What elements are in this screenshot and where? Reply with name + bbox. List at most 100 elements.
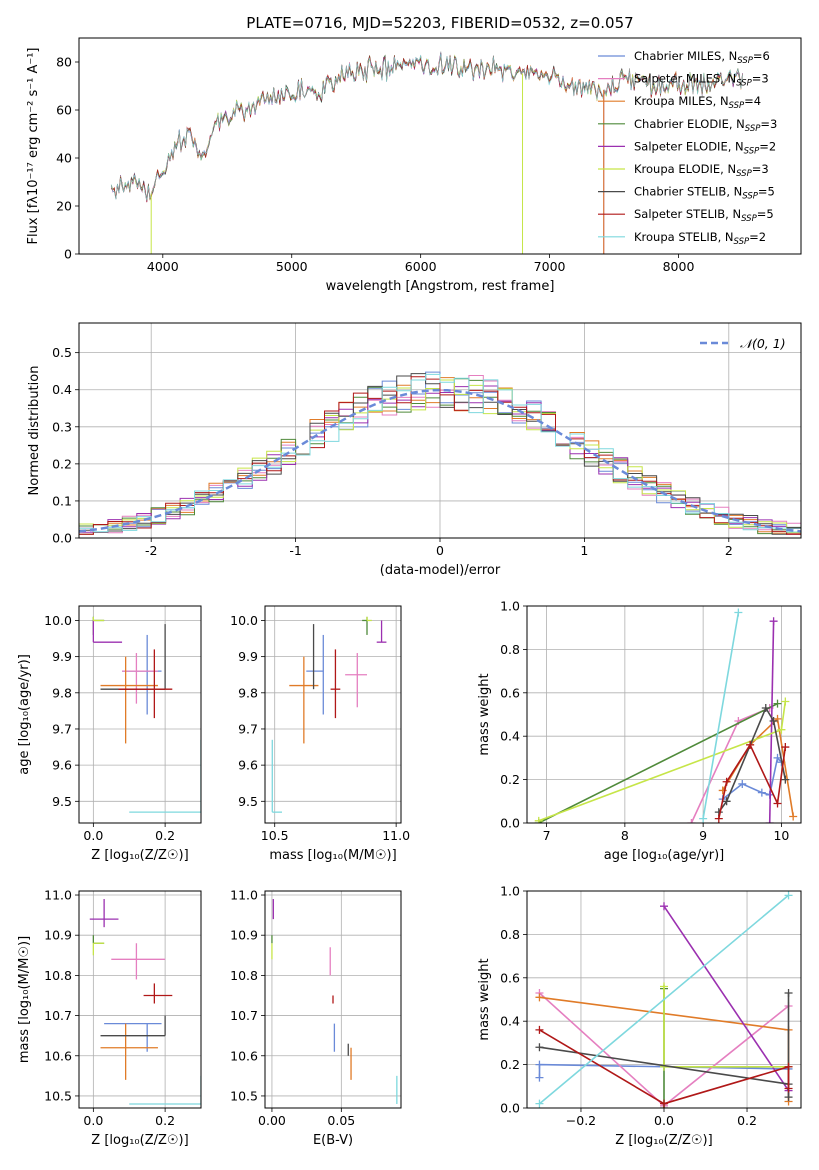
x-axis-label: Z [log₁₀(Z/Z☉)] <box>91 1133 188 1148</box>
x-axis-label: age [log₁₀(age/yr)] <box>604 848 725 863</box>
mass_weight_vs_age-plot-area <box>534 608 798 823</box>
y-tick-label: 40 <box>56 151 72 166</box>
data-point-kroupa-stelib <box>271 739 282 813</box>
legend-entry: Chabrier STELIB, NSSP=5 <box>634 185 775 202</box>
y-tick-label: 0.6 <box>500 685 520 700</box>
axes-frame <box>526 605 802 824</box>
y-tick-label: 0.5 <box>52 345 72 360</box>
x-tick-label: 0 <box>436 543 444 558</box>
x-tick-label: 10.5 <box>261 828 289 843</box>
residuals-axes: -2 -1 0 1 2 0.0 0.1 0.2 0.3 0.4 0.5 (data-model)/er… <box>27 322 802 578</box>
x-axis-label: Z [log₁₀(Z/Z☉)] <box>91 848 188 863</box>
x-tick-label: −0.2 <box>566 1113 596 1128</box>
gaussian-curve <box>79 388 801 533</box>
plus-marker <box>781 775 790 784</box>
y-axis-label: Flux [fλ10⁻¹⁷ erg cm⁻² s⁻¹ A⁻¹] <box>26 48 41 245</box>
y-tick-label: 1.0 <box>500 884 520 899</box>
y-tick-label: 10.0 <box>44 613 72 628</box>
x-tick-label: 6000 <box>405 259 437 274</box>
plus-marker <box>699 814 708 823</box>
y-tick-label: 9.6 <box>52 758 72 773</box>
plus-marker <box>765 819 774 823</box>
y-tick-label: 10.5 <box>230 1088 258 1103</box>
x-tick-label: 0.0 <box>83 1113 103 1128</box>
mass-weight-line-kroupa-stelib <box>702 612 740 819</box>
data-point-kroupa-elodie <box>92 616 105 622</box>
plus-marker <box>746 740 755 749</box>
y-tick-label: 0.4 <box>52 382 72 397</box>
mass-weight-line-chabrier-stelib <box>539 993 790 1098</box>
axes-frame <box>78 37 802 255</box>
plus-marker <box>777 725 786 734</box>
y-tick-label: 10.6 <box>230 1048 258 1063</box>
y-tick-label: 10.8 <box>230 968 258 983</box>
legend-entry: Salpeter STELIB, NSSP=5 <box>634 207 774 224</box>
data-point-chabrier-stelib <box>100 1015 166 1037</box>
plus-marker <box>535 1043 544 1052</box>
x-tick-label: 0.0 <box>654 1113 674 1128</box>
data-point-chabrier-miles <box>122 634 162 715</box>
x-tick-label: 0.2 <box>155 1113 175 1128</box>
plus-marker <box>535 993 544 1002</box>
plus-marker <box>781 743 790 752</box>
mass_weight_vs_z-plot-area <box>535 891 793 1108</box>
x-axis-label: E(B-V) <box>313 1133 353 1148</box>
age_vs_mass-axes: 10.5 11.0 9.5 9.6 9.7 9.8 9.9 10.0 mass [log₁₀(M… <box>230 605 410 863</box>
plus-marker <box>534 816 543 823</box>
plus-marker <box>535 1025 544 1034</box>
residuals-plot-area <box>79 371 801 535</box>
model-spectrum-kroupa-stelib <box>110 53 743 201</box>
x-tick-label: 8 <box>621 828 629 843</box>
x-tick-label: 0.05 <box>327 1113 355 1128</box>
plus-marker <box>784 1084 793 1093</box>
plus-marker <box>784 1093 793 1102</box>
y-tick-label: 9.9 <box>52 649 72 664</box>
y-tick-label: 20 <box>56 199 72 214</box>
mass_weight_vs_z-axes: −0.2 0.0 0.2 0.0 0.2 0.4 0.6 0.8 1.0 Z [log₁₀(Z/Z… <box>477 884 802 1148</box>
age_vs_z-plot-area <box>92 616 201 813</box>
plus-marker <box>687 819 696 823</box>
x-tick-label: 10 <box>773 828 789 843</box>
x-tick-label: 0.2 <box>155 828 175 843</box>
axes-frame <box>264 605 402 824</box>
y-tick-label: 10.7 <box>230 1008 258 1023</box>
y-tick-label: 60 <box>56 103 72 118</box>
mass-weight-line-kroupa-stelib <box>538 894 790 1105</box>
data-point-chabrier-miles <box>306 634 324 715</box>
y-tick-label: 10.0 <box>230 613 258 628</box>
mass-weight-line-salpeter-stelib <box>539 1029 790 1105</box>
data-point-kroupa-stelib <box>129 739 201 813</box>
axes-frame <box>78 605 202 824</box>
y-axis-label: mass weight <box>477 958 492 1040</box>
plus-marker <box>784 891 793 900</box>
y-tick-label: 10.8 <box>44 968 72 983</box>
axes-frame <box>78 322 802 539</box>
mass_weight_vs_age-axes: 7 8 9 10 0.0 0.2 0.4 0.6 0.8 1.0 age [log₁₀(age/yr… <box>477 599 802 863</box>
model-spectrum-salpeter-stelib <box>110 55 743 203</box>
y-tick-label: 0.0 <box>52 531 72 546</box>
data-point-chabrier-elodie <box>92 616 105 635</box>
legend-entry: Chabrier MILES, NSSP=6 <box>634 49 770 66</box>
plus-marker <box>734 608 743 617</box>
data-point-salpeter-stelib <box>330 649 341 719</box>
y-tick-label: 0.4 <box>500 729 520 744</box>
age_vs_mass-plot-area <box>271 616 387 813</box>
x-tick-label: 8000 <box>663 259 695 274</box>
y-tick-label: 0.0 <box>500 816 520 831</box>
data-point-salpeter-elodie <box>89 899 119 928</box>
y-tick-label: 0.2 <box>52 456 72 471</box>
mass_vs_ebv-plot-area <box>271 899 398 1104</box>
y-tick-label: 0.8 <box>500 927 520 942</box>
y-tick-label: 0.3 <box>52 419 72 434</box>
data-point-salpeter-miles <box>345 653 367 708</box>
age_vs_z-axes: 0.0 0.2 9.5 9.6 9.7 9.8 9.9 10.0 Z [log₁₀(Z/Z☉)]… <box>17 605 202 863</box>
x-axis-label: (data-model)/error <box>380 563 501 578</box>
plus-marker <box>773 799 782 808</box>
plus-marker <box>781 697 790 706</box>
plus-marker <box>714 814 723 823</box>
plus-marker <box>660 902 668 911</box>
data-point-kroupa-miles <box>100 1023 158 1080</box>
y-tick-label: 9.5 <box>238 794 258 809</box>
legend-entry: 𝒩(0, 1) <box>740 336 786 351</box>
x-tick-label: -2 <box>145 543 157 558</box>
